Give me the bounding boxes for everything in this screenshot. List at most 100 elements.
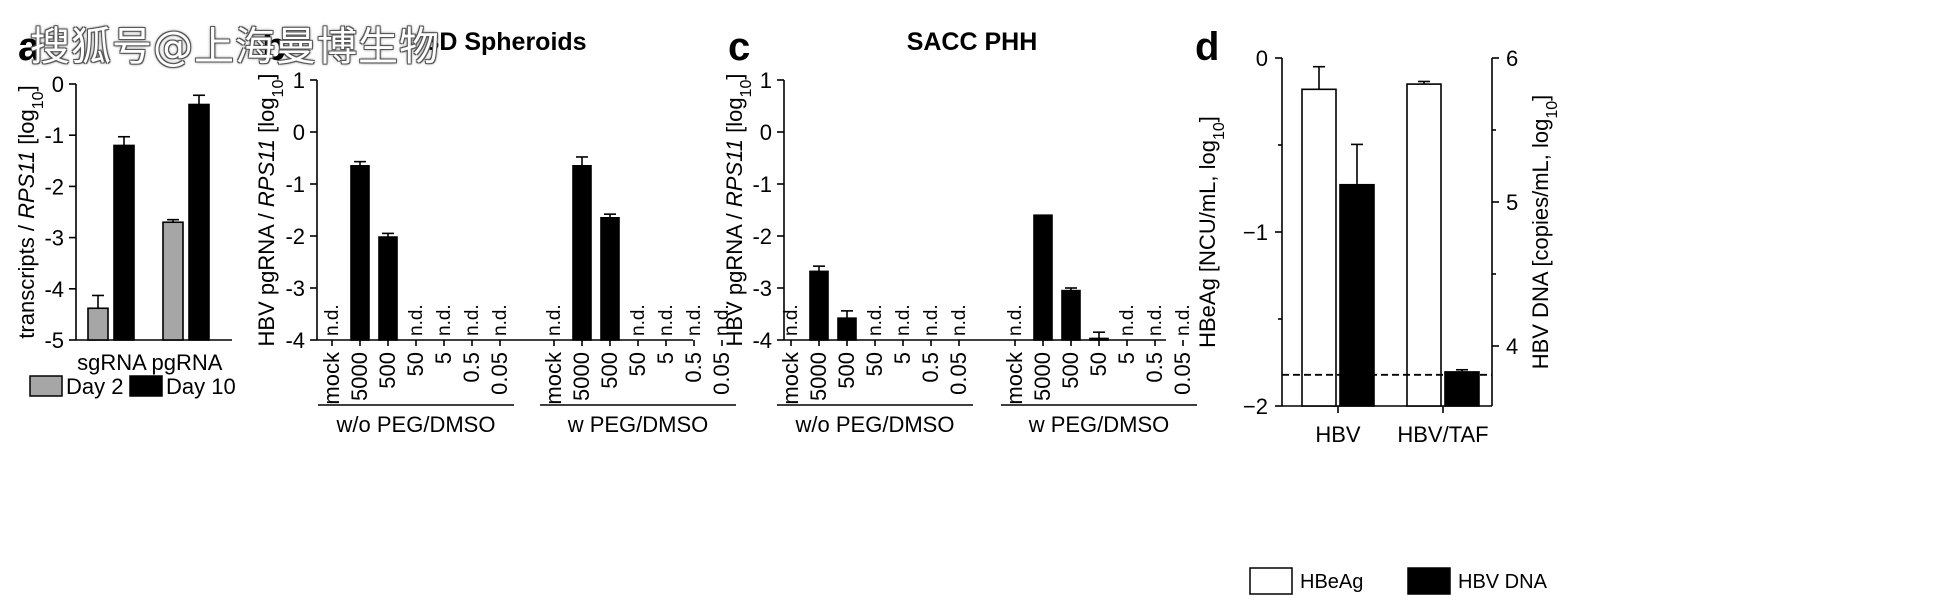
d-y-axis-label-left: HBeAg [NCU/mL, log10]: [1195, 116, 1228, 348]
b-nd-label: n.d.: [544, 304, 565, 336]
b-nd-label: n.d.: [462, 304, 483, 336]
c-x-tick-label: 5000: [806, 352, 831, 401]
b-x-tick-label: 0.05: [487, 352, 512, 395]
c-y-tick-label: -1: [752, 172, 772, 197]
panel-letter-a: a: [18, 25, 41, 69]
c-x-tick-label: mock: [1002, 351, 1027, 405]
c-group-label: w/o PEG/DMSO: [795, 412, 955, 437]
d-legend-label: HBeAg: [1300, 571, 1363, 593]
c-nd-label: n.d.: [781, 304, 802, 336]
c-x-tick-label: 500: [834, 352, 859, 389]
c-bar: [809, 270, 829, 341]
d-y-tick-label-left: 0: [1256, 46, 1268, 71]
d-bar-hbv-dna: [1339, 183, 1375, 407]
b-y-tick-label: 0: [293, 120, 305, 145]
panel-letter-d: d: [1195, 25, 1219, 69]
a-x-tick-label: sgRNA: [77, 350, 147, 375]
c-y-tick-label: 1: [760, 68, 772, 93]
b-nd-label: n.d.: [684, 304, 705, 336]
a-x-tick-label: pgRNA: [152, 350, 223, 375]
c-x-tick-label: 0.05: [1170, 352, 1195, 395]
b-title: 3D Spheroids: [425, 28, 586, 56]
c-y-tick-label: -2: [752, 224, 772, 249]
d-legend-swatch: [1249, 567, 1293, 595]
c-x-tick-label: 50: [862, 352, 887, 376]
a-bar: [162, 221, 184, 341]
c-y-tick-label: -3: [752, 276, 772, 301]
b-x-tick-label: 0.5: [681, 352, 706, 383]
d-y-tick-label-right: 5: [1506, 190, 1518, 215]
c-nd-label: n.d.: [865, 304, 886, 336]
b-y-tick-label: -3: [285, 276, 305, 301]
c-x-tick-label: 0.05: [946, 352, 971, 395]
a-bar: [87, 307, 109, 341]
b-x-tick-label: 5000: [347, 352, 372, 401]
b-group-label: w/o PEG/DMSO: [336, 412, 496, 437]
b-nd-label: n.d.: [656, 304, 677, 336]
b-x-tick-label: 5: [653, 352, 678, 364]
b-x-tick-label: 0.5: [459, 352, 484, 383]
c-nd-label: n.d.: [921, 304, 942, 336]
b-y-tick-label: -1: [285, 172, 305, 197]
c-title: SACC PHH: [907, 28, 1038, 56]
b-x-tick-label: 500: [375, 352, 400, 389]
b-x-tick-label: 0.05: [709, 352, 734, 395]
d-y-axis-label-right: HBV DNA [copies/mL, log10]: [1528, 95, 1561, 370]
c-y-axis-label: HBV pgRNA / RPS11 [log10]: [722, 74, 755, 347]
c-bar: [837, 317, 857, 341]
a-y-tick-label: -3: [44, 226, 64, 251]
b-bar: [350, 165, 370, 341]
a-y-tick-label: 0: [52, 72, 64, 97]
d-bar-hbv-dna: [1444, 371, 1480, 407]
a-legend-label: Day 10: [166, 374, 236, 399]
a-legend-label: Day 2: [66, 374, 123, 399]
b-y-axis-label: HBV pgRNA / RPS11 [log10]: [254, 74, 287, 347]
b-x-tick-label: mock: [319, 351, 344, 405]
d-x-tick-label: HBV/TAF: [1397, 422, 1488, 447]
c-bar: [1033, 214, 1053, 341]
b-bar: [600, 217, 620, 341]
c-nd-label: n.d.: [949, 304, 970, 336]
a-y-axis-label: transcripts / RPS11 [log10]: [14, 85, 47, 338]
b-y-tick-label: -4: [285, 328, 305, 353]
c-nd-label: n.d.: [1145, 304, 1166, 336]
c-x-tick-label: 500: [1058, 352, 1083, 389]
c-x-tick-label: 0.5: [1142, 352, 1167, 383]
b-x-tick-label: 5: [431, 352, 456, 364]
b-nd-label: n.d.: [406, 304, 427, 336]
c-x-tick-label: 5: [890, 352, 915, 364]
c-nd-label: n.d.: [1173, 304, 1194, 336]
c-group-label: w PEG/DMSO: [1028, 412, 1170, 437]
d-y-tick-label-left: −1: [1243, 220, 1268, 245]
c-x-tick-label: mock: [778, 351, 803, 405]
b-y-tick-label: 1: [293, 68, 305, 93]
c-bar: [1089, 337, 1109, 341]
b-x-tick-label: mock: [541, 351, 566, 405]
b-x-tick-label: 5000: [569, 352, 594, 401]
d-legend-label: HBV DNA: [1458, 571, 1548, 593]
c-x-tick-label: 0.5: [918, 352, 943, 383]
d-legend-swatch: [1407, 567, 1451, 595]
b-y-tick-label: -2: [285, 224, 305, 249]
b-group-label: w PEG/DMSO: [567, 412, 709, 437]
b-x-tick-label: 50: [625, 352, 650, 376]
b-nd-label: n.d.: [490, 304, 511, 336]
d-y-tick-label-right: 4: [1506, 334, 1518, 359]
c-nd-label: n.d.: [1117, 304, 1138, 336]
a-y-tick-label: -2: [44, 174, 64, 199]
d-bar-hbeag: [1406, 83, 1442, 407]
b-nd-label: n.d.: [434, 304, 455, 336]
a-y-tick-label: -4: [44, 277, 64, 302]
b-nd-label: n.d.: [322, 304, 343, 336]
b-x-tick-label: 50: [403, 352, 428, 376]
panel-letter-b: b: [262, 25, 286, 69]
c-x-tick-label: 5: [1114, 352, 1139, 364]
a-legend-swatch: [29, 375, 63, 397]
d-y-tick-label-left: −2: [1243, 394, 1268, 419]
a-y-tick-label: -5: [44, 328, 64, 353]
b-x-tick-label: 500: [597, 352, 622, 389]
d-y-tick-label-right: 6: [1506, 46, 1518, 71]
a-y-tick-label: -1: [44, 123, 64, 148]
a-legend-swatch: [129, 375, 163, 397]
